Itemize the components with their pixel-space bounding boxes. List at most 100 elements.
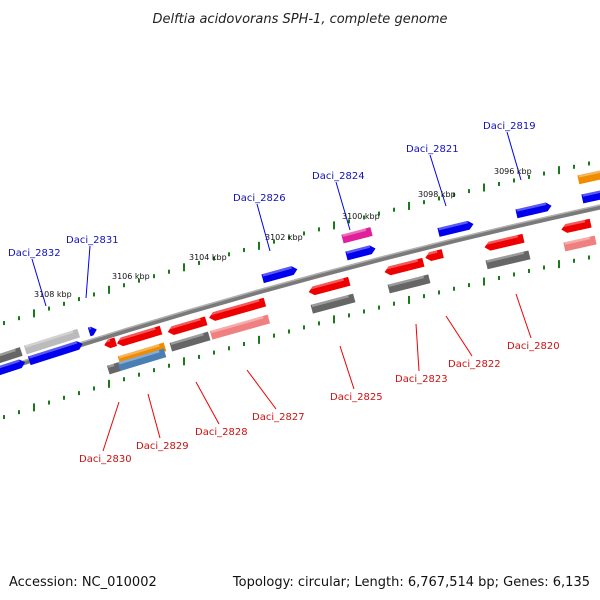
lower-tick-track	[3, 255, 590, 420]
gene-label[interactable]: Daci_2824	[312, 171, 365, 182]
gene-label[interactable]: Daci_2829	[136, 441, 189, 452]
feature-reverse-edge-shape	[561, 218, 592, 233]
feature-orange-lower-shine	[118, 343, 160, 359]
feature-small-forward[interactable]	[87, 325, 98, 337]
feature-daci-2828-shape	[167, 316, 208, 335]
accession-text: Accession: NC_010002	[9, 575, 157, 590]
feature-daci-2820[interactable]	[484, 233, 525, 252]
feature-gray-light-shine	[24, 330, 74, 348]
feature-small-forward-shine	[88, 326, 92, 330]
gene-label[interactable]: Daci_2825	[330, 392, 383, 403]
gene-label[interactable]: Daci_2830	[79, 454, 132, 465]
feature-gray-lower-5[interactable]	[485, 250, 531, 270]
feature-daci-2831[interactable]	[27, 340, 84, 366]
feature-daci-2823[interactable]	[384, 257, 425, 277]
feature-orange-shape	[577, 169, 600, 185]
tick-label: 3102 kbp	[265, 233, 303, 242]
feature-magenta[interactable]	[341, 227, 373, 244]
feature-daci-2829-shape	[116, 325, 163, 347]
feature-forward-left-1[interactable]	[0, 358, 27, 378]
feature-daci-2827-shape	[209, 297, 267, 321]
feature-daci-2823-shine	[384, 259, 419, 270]
label-leader	[102, 401, 120, 452]
feature-daci-2824[interactable]	[345, 244, 376, 261]
feature-reverse-edge-shine	[561, 219, 586, 228]
feature-gray-lower-5-shape	[485, 250, 531, 270]
feature-daci-2819[interactable]	[515, 201, 552, 219]
gene-label[interactable]: Daci_2828	[195, 427, 248, 438]
feature-daci-2822[interactable]	[424, 249, 444, 262]
feature-daci-2819-shape	[515, 202, 552, 219]
feature-daci-2826[interactable]	[261, 265, 298, 284]
feature-reverse-light-edge[interactable]	[563, 235, 597, 252]
feature-reverse-light[interactable]	[209, 314, 271, 340]
feature-gray-lower-3[interactable]	[310, 293, 356, 314]
feature-daci-2828[interactable]	[167, 316, 208, 336]
label-leader	[339, 345, 355, 390]
feature-daci-2824-shape	[345, 245, 376, 261]
gene-label[interactable]: Daci_2832	[8, 248, 61, 259]
tick-label: 3096 kbp	[494, 167, 532, 176]
gene-label[interactable]: Daci_2831	[66, 235, 119, 246]
label-leader	[195, 381, 220, 425]
gene-label[interactable]: Daci_2821	[406, 144, 459, 155]
feature-gray-lower-3-shape	[310, 293, 356, 314]
tick-label: 3100 kbp	[342, 212, 380, 221]
feature-daci-2821-shape	[437, 220, 474, 237]
feature-reverse-light-shine	[210, 316, 264, 334]
feature-daci-2827[interactable]	[208, 297, 267, 322]
feature-gray[interactable]	[0, 347, 23, 366]
gene-label[interactable]: Daci_2819	[483, 121, 536, 132]
label-leader	[31, 258, 47, 307]
label-leader	[429, 154, 447, 207]
label-leader	[445, 315, 473, 357]
feature-magenta-shine	[342, 228, 367, 237]
feature-gray-light[interactable]	[23, 328, 81, 355]
gene-label[interactable]: Daci_2826	[233, 193, 286, 204]
gene-label[interactable]: Daci_2823	[395, 374, 448, 385]
label-leader	[246, 369, 277, 410]
gene-label[interactable]: Daci_2822	[448, 359, 501, 370]
feature-daci-2829-shine	[116, 327, 156, 342]
feature-reverse-light-edge-shine	[564, 236, 591, 245]
feature-daci-2831-shape	[27, 341, 83, 366]
feature-daci-2820-shine	[484, 234, 519, 246]
gene-label[interactable]: Daci_2827	[252, 412, 305, 423]
feature-forward-edge[interactable]	[581, 188, 600, 204]
label-leader	[506, 131, 522, 181]
feature-gray-shape	[0, 347, 23, 366]
gene-labels: Daci_2832 Daci_2831 Daci_2826 Daci_2824 Daci…	[8, 121, 560, 465]
feature-daci-2825-shine	[308, 278, 344, 290]
feature-gray-lower-4-shape	[387, 274, 431, 294]
feature-daci-2822-shape	[425, 249, 444, 262]
feature-daci-2829[interactable]	[116, 325, 163, 348]
feature-daci-2825[interactable]	[308, 276, 351, 297]
feature-gray-lower-4-shine	[388, 275, 425, 287]
feature-gray-lower[interactable]	[106, 362, 122, 375]
feature-gray-lower-4[interactable]	[387, 274, 431, 294]
feature-gray-lower-2-shape	[169, 331, 211, 352]
feature-small-reverse[interactable]	[103, 337, 118, 349]
feature-steel-lower[interactable]	[117, 348, 167, 372]
tick-label: 3104 kbp	[189, 253, 227, 262]
feature-orange[interactable]	[577, 169, 600, 185]
label-leader	[147, 393, 161, 439]
feature-gray-lower-shine	[107, 363, 115, 368]
label-leader	[85, 245, 91, 299]
tick-labels: 3108 kbp 3106 kbp 3104 kbp 3102 kbp 3100 kbp…	[34, 167, 532, 299]
feature-gray-lower-2[interactable]	[169, 331, 211, 352]
label-leader	[335, 181, 351, 231]
feature-daci-2824-shine	[346, 245, 371, 254]
feature-gray-lower-3-shine	[311, 294, 349, 308]
feature-orange-shine	[578, 170, 600, 178]
feature-daci-2819-shine	[516, 202, 547, 212]
tick-label: 3098 kbp	[418, 190, 456, 199]
upper-tick-track	[3, 161, 590, 326]
feature-reverse-edge[interactable]	[560, 218, 592, 234]
feature-daci-2821[interactable]	[437, 220, 474, 237]
feature-forward-left-1-shape	[0, 359, 26, 378]
feature-forward-left-1-shine	[0, 359, 20, 372]
gene-label[interactable]: Daci_2820	[507, 341, 560, 352]
feature-small-reverse-shine	[103, 338, 111, 344]
